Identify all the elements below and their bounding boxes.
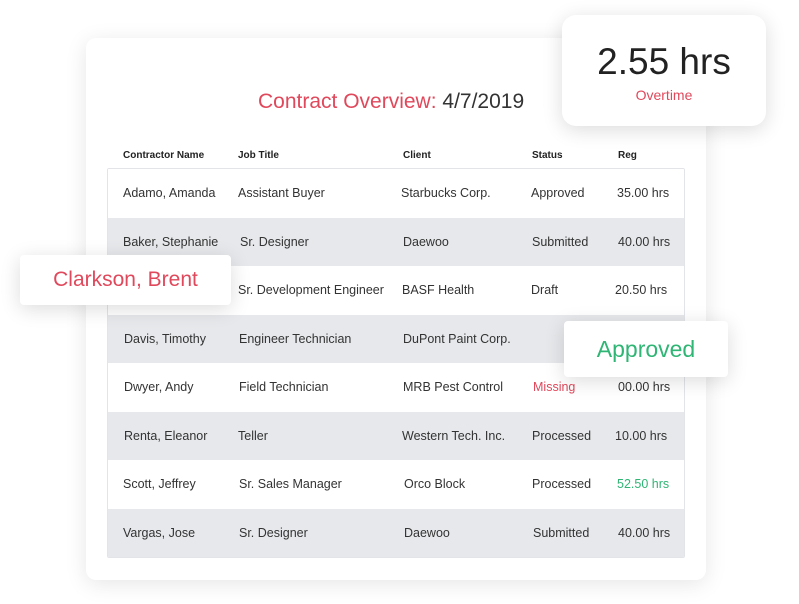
cell-job-title: Sr. Designer xyxy=(239,525,308,540)
page-title: Contract Overview: 4/7/2019 xyxy=(258,90,524,114)
table-row[interactable]: Vargas, Jose Sr. Designer Daewoo Submitt… xyxy=(108,508,684,557)
cell-reg: 35.00 hrs xyxy=(617,186,670,201)
cell-client: Orco Block xyxy=(404,477,466,492)
column-header-client[interactable]: Client xyxy=(403,150,431,161)
cell-job-title: Assistant Buyer xyxy=(238,186,325,201)
cell-contractor-name: Davis, Timothy xyxy=(124,331,206,346)
cell-reg: 20.50 hrs xyxy=(615,283,668,298)
cell-status: Submitted xyxy=(533,525,590,540)
cell-job-title: Engineer Technician xyxy=(239,331,352,346)
table-row[interactable]: Scott, Jeffrey Sr. Sales Manager Orco Bl… xyxy=(108,460,684,509)
cell-client: Starbucks Corp. xyxy=(401,186,491,201)
cell-contractor-name: Renta, Eleanor xyxy=(124,428,208,443)
cell-client: MRB Pest Control xyxy=(403,380,504,395)
cell-status: Missing xyxy=(533,380,576,395)
cell-client: BASF Health xyxy=(402,283,475,298)
cell-status: Processed xyxy=(532,428,592,443)
cell-job-title: Sr. Development Engineer xyxy=(238,283,384,298)
cell-job-title: Sr. Designer xyxy=(240,234,309,249)
cell-reg: 40.00 hrs xyxy=(618,525,671,540)
approved-status-popup: Approved xyxy=(564,321,728,377)
overtime-label: Overtime xyxy=(635,87,693,103)
cell-client: DuPont Paint Corp. xyxy=(403,331,511,346)
cell-status: Processed xyxy=(532,477,592,492)
cell-reg: 00.00 hrs xyxy=(618,380,671,395)
cell-reg: 10.00 hrs xyxy=(615,428,668,443)
column-header-job-title[interactable]: Job Title xyxy=(238,150,279,161)
cell-status: Approved xyxy=(531,186,585,201)
cell-client: Daewoo xyxy=(403,234,449,249)
table-row[interactable]: Renta, Eleanor Teller Western Tech. Inc.… xyxy=(108,411,684,460)
cell-client: Western Tech. Inc. xyxy=(402,428,506,443)
overtime-card: 2.55 hrs Overtime xyxy=(562,15,766,126)
cell-contractor-name: Scott, Jeffrey xyxy=(123,477,196,492)
cell-status: Submitted xyxy=(532,234,589,249)
cell-reg: 40.00 hrs xyxy=(618,234,671,249)
cell-job-title: Field Technician xyxy=(239,380,329,395)
column-header-contractor-name[interactable]: Contractor Name xyxy=(123,150,205,161)
cell-status: Draft xyxy=(531,283,559,298)
cell-job-title: Sr. Sales Manager xyxy=(239,477,342,492)
cell-contractor-name: Vargas, Jose xyxy=(123,525,196,540)
cell-job-title: Teller xyxy=(238,428,268,443)
cell-contractor-name: Baker, Stephanie xyxy=(123,234,219,249)
column-header-reg[interactable]: Reg xyxy=(618,150,637,161)
cell-reg: 52.50 hrs xyxy=(617,477,670,492)
cell-contractor-name: Dwyer, Andy xyxy=(124,380,194,395)
cell-contractor-name: Adamo, Amanda xyxy=(123,186,216,201)
overtime-value: 2.55 hrs xyxy=(597,41,731,82)
table-row[interactable]: Adamo, Amanda Assistant Buyer Starbucks … xyxy=(108,169,684,218)
title-label: Contract Overview: xyxy=(258,90,437,113)
column-header-status[interactable]: Status xyxy=(532,150,563,161)
title-date: 4/7/2019 xyxy=(442,90,525,113)
cell-client: Daewoo xyxy=(404,525,450,540)
contractor-name-popup: Clarkson, Brent xyxy=(20,255,231,305)
